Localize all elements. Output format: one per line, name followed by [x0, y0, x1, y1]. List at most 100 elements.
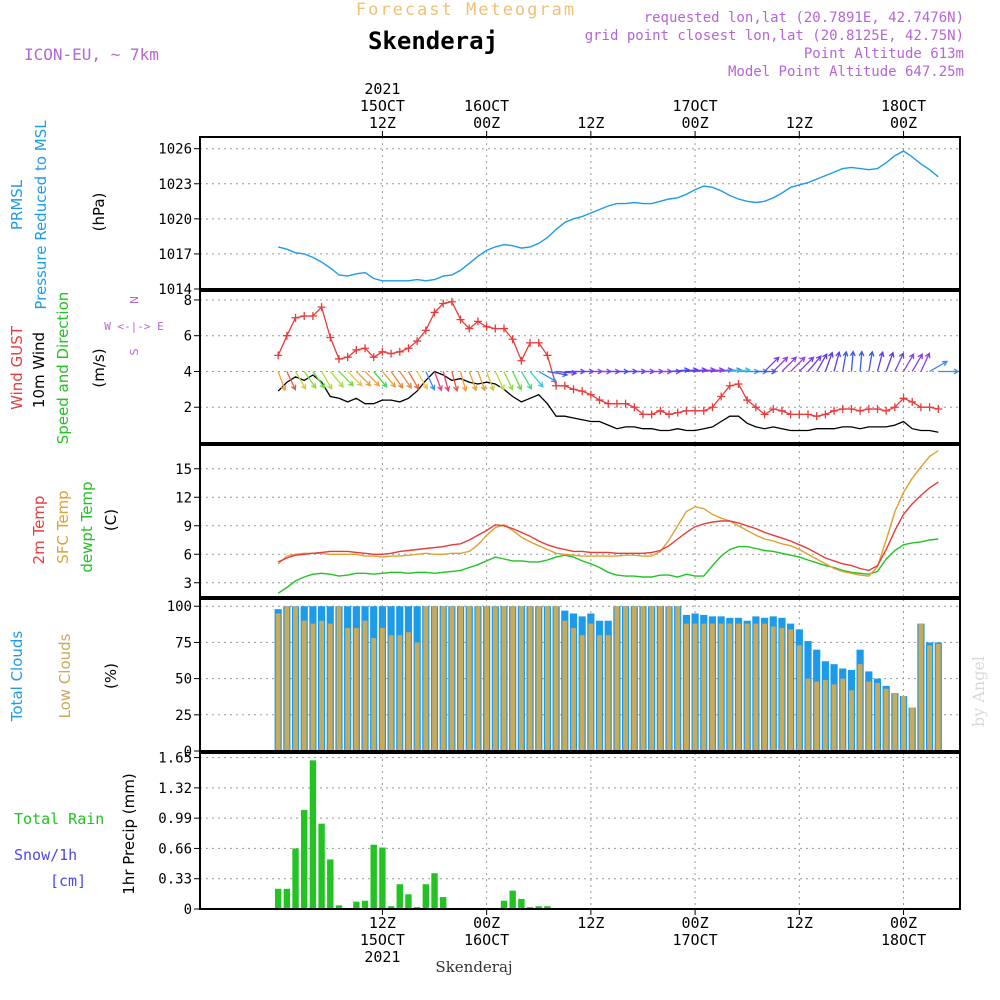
axis-label-dewpt-temp: dewpt Temp	[78, 481, 96, 572]
gust-marker	[343, 353, 352, 362]
wind-direction-arrow	[876, 350, 885, 372]
axis-label-hpa: (hPa)	[90, 193, 108, 232]
rain-bar	[327, 859, 334, 909]
gust-marker	[569, 385, 578, 394]
wind-direction-arrow	[294, 371, 307, 390]
low-clouds-bar	[518, 606, 524, 751]
y-tick-label: 12	[175, 490, 192, 506]
wind-direction-arrow	[781, 356, 798, 372]
rain-bar	[379, 847, 386, 909]
gust-marker	[812, 412, 821, 421]
y-tick-label: 0.33	[158, 872, 192, 888]
footer-location: Skenderaj	[435, 958, 512, 976]
panel-frame	[199, 444, 961, 598]
top-axis-label: 15OCT	[360, 97, 405, 115]
low-clouds-bar	[562, 620, 568, 751]
wind-direction-arrow	[929, 360, 949, 373]
top-axis-label: 2021	[364, 80, 400, 98]
gust-marker	[465, 324, 474, 333]
gust-marker	[508, 335, 517, 344]
y-tick-label: 2	[184, 400, 192, 416]
gust-marker	[890, 403, 899, 412]
wind-direction-arrow	[920, 352, 931, 372]
axis-label-percent: (%)	[102, 663, 120, 689]
low-clouds-bar	[579, 635, 585, 751]
low-clouds-bar	[822, 680, 828, 751]
wind-direction-arrow	[772, 356, 789, 372]
wind-direction-arrow	[503, 371, 514, 391]
panel-frame	[199, 290, 961, 444]
wind-direction-arrow	[703, 367, 726, 374]
gust-marker	[543, 351, 552, 360]
low-clouds-bar	[553, 606, 559, 751]
low-clouds-bar	[327, 623, 333, 751]
gust-marker	[378, 347, 387, 356]
rain-bar	[353, 901, 360, 909]
low-clouds-bar	[432, 606, 437, 751]
gust-marker	[656, 406, 665, 415]
bottom-axis-label: 16OCT	[464, 931, 509, 949]
top-axis-label: 12Z	[369, 114, 396, 132]
axis-label-10m-wind: 10m Wind	[30, 332, 48, 408]
rain-bar	[361, 900, 369, 909]
low-clouds-bar	[545, 606, 550, 751]
gust-marker	[621, 399, 630, 408]
requested-coords: requested lon,lat (20.7891E, 42.7476N)	[644, 10, 964, 26]
low-clouds-bar	[727, 623, 733, 751]
top-axis-label: 16OCT	[464, 97, 509, 115]
wind-direction-arrow	[425, 371, 436, 391]
y-tick-label: 4	[184, 364, 192, 380]
gust-marker	[821, 410, 830, 419]
y-tick-label: 75	[175, 635, 192, 651]
low-clouds-bar	[770, 626, 776, 751]
low-clouds-bar	[571, 627, 576, 751]
gust-marker	[447, 297, 456, 306]
low-clouds-bar	[883, 688, 889, 751]
axis-label-prmsl: PRMSL	[8, 179, 26, 230]
rain-bar	[292, 848, 299, 909]
low-clouds-bar	[909, 707, 915, 751]
low-clouds-bar	[814, 681, 820, 751]
low-clouds-bar	[614, 606, 620, 751]
gust-marker	[317, 303, 326, 312]
temp-2m-line	[277, 481, 939, 572]
gust-marker	[526, 338, 535, 347]
gust-marker	[439, 299, 448, 308]
axis-label-total-rain: Total Rain	[14, 810, 104, 828]
wind-direction-arrow	[277, 371, 287, 392]
low-clouds-bar	[762, 623, 767, 751]
y-tick-label: 6	[184, 547, 192, 563]
y-tick-label: 15	[175, 462, 192, 478]
wind-direction-arrow	[433, 371, 443, 392]
gust-marker	[673, 408, 682, 417]
wind-direction-arrow	[355, 371, 372, 387]
gust-marker	[786, 410, 795, 419]
wind-direction-arrow	[721, 367, 743, 374]
rain-bar	[500, 900, 508, 909]
gust-marker	[456, 315, 465, 324]
wind-direction-arrow	[494, 371, 505, 391]
wind-direction-arrow	[755, 368, 778, 375]
wind-direction-arrow	[790, 356, 806, 372]
low-clouds-bar	[501, 606, 507, 751]
rain-bar	[335, 905, 343, 909]
y-tick-label: 1023	[158, 177, 192, 193]
pressure-line	[278, 150, 939, 282]
gust-marker	[308, 312, 317, 321]
wind-direction-arrow	[816, 352, 828, 372]
gust-line	[277, 300, 939, 417]
low-clouds-bar	[414, 642, 420, 751]
y-tick-label: 6	[184, 329, 192, 345]
wind-direction-arrow	[686, 367, 708, 374]
low-clouds-bar	[684, 623, 689, 751]
wind-direction-arrow	[938, 368, 960, 375]
wind-direction-arrow	[894, 352, 905, 372]
gust-marker	[864, 405, 873, 414]
rain-bar	[274, 888, 282, 909]
gust-marker	[743, 396, 752, 405]
low-clouds-bar	[440, 606, 446, 751]
temperature-panel: 3 6 9 12 15 2m Temp SFC Temp dewpt Temp (C)	[30, 444, 961, 598]
gust-marker	[352, 346, 361, 355]
gust-marker	[578, 387, 587, 396]
